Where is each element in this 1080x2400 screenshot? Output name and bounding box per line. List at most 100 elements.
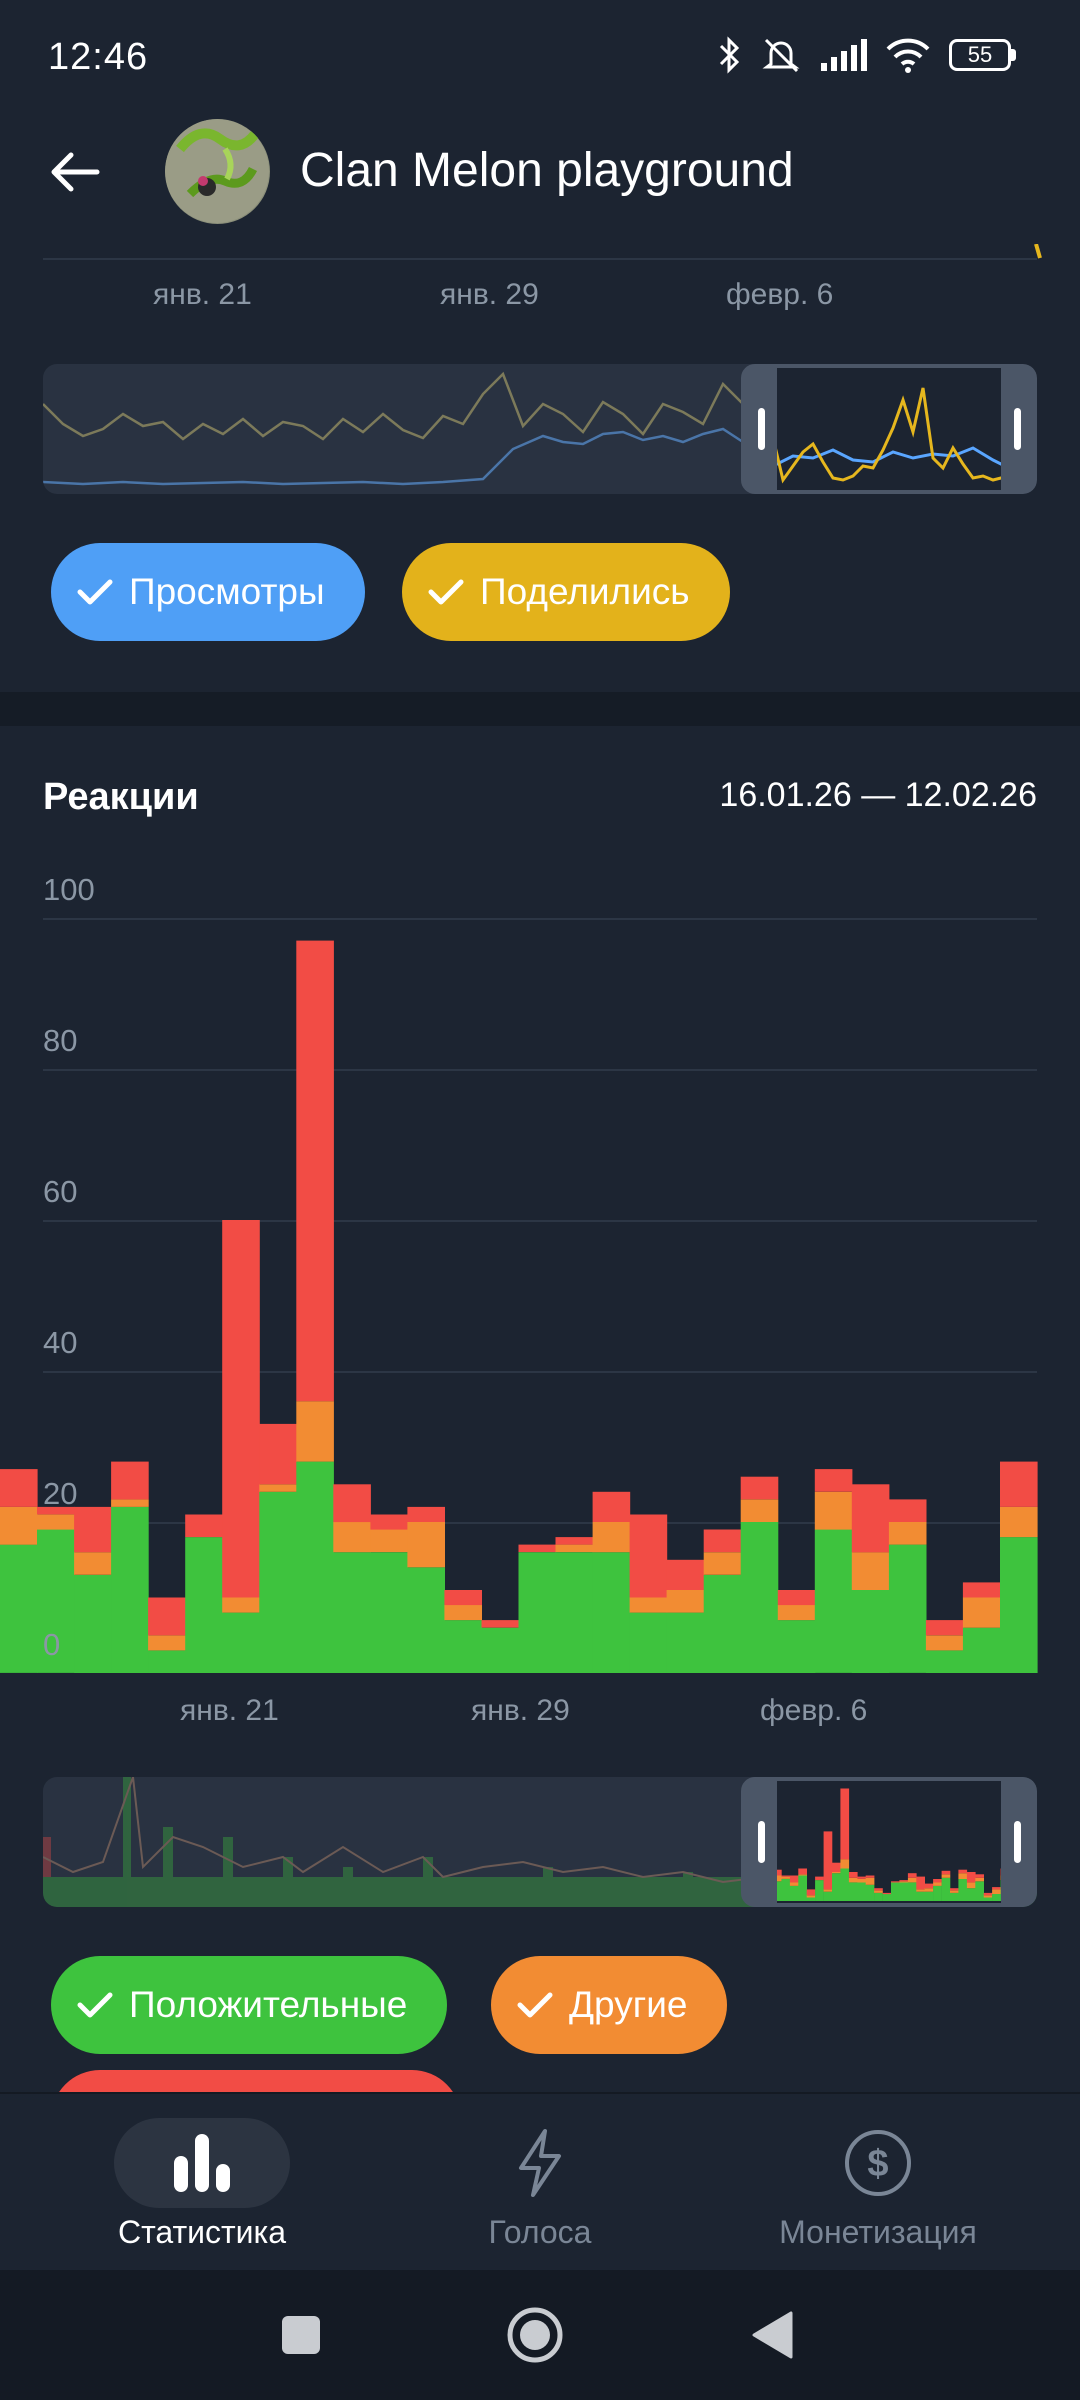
bar-segment-positive [629,1612,668,1673]
mini-bar-segment [907,1882,917,1901]
x-axis-label: янв. 29 [471,1694,570,1727]
mini-bar-segment [865,1884,875,1901]
mini-bar-segment [983,1892,993,1896]
mini-bar-segment [798,1874,807,1876]
mini-bar-segment [916,1891,925,1901]
mini-bar-segment [933,1885,942,1901]
mini-bar-segment [958,1879,968,1901]
mini-bar-segment [975,1881,984,1901]
chip-positive[interactable]: Положительные [51,1956,448,2054]
back-system-button[interactable] [740,2302,806,2368]
mini-bar-segment [798,1875,807,1901]
bar-segment-negative [481,1620,520,1628]
mini-bar-segment [857,1879,866,1883]
mini-bar-segment [958,1869,968,1874]
bar-segment-positive [222,1612,260,1673]
bar-segment-positive [37,1529,75,1673]
home-button[interactable] [502,2302,568,2368]
mini-bar-segment [789,1875,799,1883]
chip-shares[interactable]: Поделились [402,543,730,641]
bar-segment-other [0,1506,38,1545]
mini-bar-segment [916,1876,925,1890]
reactions-range-navigator[interactable] [43,1777,1037,1907]
bar-segment-negative [222,1220,260,1598]
bar-segment-other [296,1401,334,1462]
bar-segment-negative [370,1514,408,1530]
bar-segment-negative [407,1506,445,1522]
bottom-navigation: Статистика Голоса $ Монетизация [0,2092,1080,2270]
bar-segment-other [148,1635,186,1651]
mini-bar-segment [832,1873,841,1901]
navigator-selection-window[interactable] [741,1777,1037,1907]
mini-bar-segment [840,1868,850,1901]
y-tick-label: 40 [43,1325,78,1360]
y-tick-label: 0 [43,1627,61,1662]
mini-bar-segment [781,1879,791,1901]
nav-item-monetization[interactable]: $ Монетизация [728,2118,1028,2251]
mini-bar-segment [941,1870,951,1875]
bar-segment-positive [259,1491,297,1673]
back-button[interactable] [40,137,110,207]
bar-segment-positive [481,1627,520,1673]
signal-icon [821,39,867,71]
navigator-right-handle[interactable] [1001,1781,1033,1903]
check-icon [77,1991,113,2019]
views-range-navigator[interactable] [43,364,1037,494]
channel-avatar[interactable] [165,119,270,224]
y-tick-label: 20 [43,1476,78,1511]
mini-bar-segment [848,1877,858,1883]
bar-segment-positive [666,1612,705,1673]
mini-bar-segment [840,1859,850,1869]
mini-bar-segment [992,1894,1001,1901]
navigator-left-handle[interactable] [745,368,777,490]
mini-bar-segment [891,1882,900,1901]
mini-bar-segment [865,1875,875,1878]
bar-segment-negative [592,1491,631,1522]
bar-segment-positive [555,1552,594,1673]
bar-chart-icon [174,2134,230,2192]
nav-item-statistics[interactable]: Статистика [52,2118,352,2251]
navigator-window-shares-line [773,387,1009,484]
back-triangle-icon [752,2311,793,2359]
check-icon [428,578,464,606]
bar-segment-positive [74,1574,112,1673]
y-tick-label: 80 [43,1023,78,1058]
reactions-section: Реакции 16.01.26 — 12.02.26 100 80 60 40… [0,726,1080,2092]
mini-bar-segment [882,1892,892,1895]
navigator-right-handle[interactable] [1001,368,1033,490]
bar-segment-negative [888,1499,927,1522]
chart-baseline [43,258,1037,260]
nav-item-votes[interactable]: Голоса [390,2118,690,2251]
arrow-left-icon [51,152,100,192]
chip-negative[interactable] [51,2070,461,2092]
mini-bar-segment [924,1883,934,1889]
mini-bar-segment [823,1831,833,1890]
chip-negative-clip [51,2070,461,2092]
bar-segment-other [777,1605,816,1621]
bar-segment-positive [777,1620,816,1673]
bar-segment-negative [703,1529,742,1553]
navigator-window-bars [773,1788,1009,1901]
chip-label: Просмотры [129,571,325,612]
mini-bar-segment [781,1876,791,1879]
navigator-selection-window[interactable] [741,364,1037,494]
x-axis-label: янв. 21 [153,278,252,311]
bluetooth-icon [719,36,740,74]
chip-views[interactable]: Просмотры [51,543,365,641]
bar-segment-other [111,1499,149,1507]
gridline [43,1522,1037,1524]
bar-segment-positive [333,1552,371,1673]
bar-segment-negative [37,1506,75,1515]
gridline [43,1220,1037,1222]
mini-bar-segment [958,1873,968,1879]
navigator-left-handle[interactable] [745,1781,777,1903]
bar-segment-other [962,1597,1001,1628]
bar-segment-negative [333,1484,371,1523]
mini-bar-segment [874,1892,883,1901]
bar-segment-other [888,1522,927,1545]
recents-button[interactable] [268,2302,334,2368]
chip-other[interactable]: Другие [491,1956,728,2054]
bar-segment-other [222,1597,260,1613]
status-icons: 55 [717,30,1016,80]
nav-icon-container: $ [790,2118,966,2208]
